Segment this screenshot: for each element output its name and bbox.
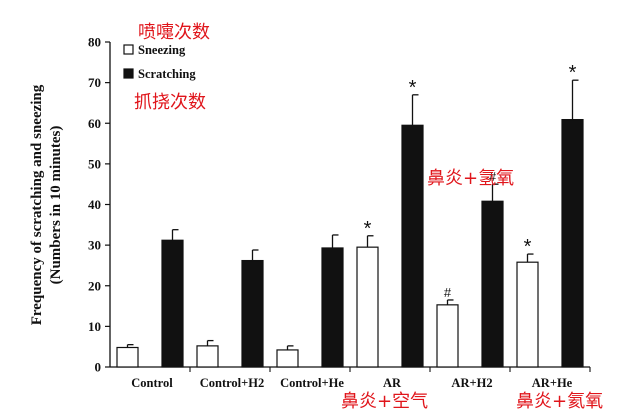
bar-scratching (241, 259, 264, 368)
bar-sneezing (516, 261, 539, 368)
bar-sneezing (116, 346, 139, 368)
y-tick-label-20: 20 (88, 278, 101, 293)
y-tick-label-0: 0 (95, 360, 102, 375)
y-tick-label-40: 40 (88, 197, 101, 212)
annotation-ar-cn: 鼻炎+空气 (341, 391, 428, 412)
x-category-label: AR (383, 376, 402, 390)
bar-sneezing (276, 349, 299, 368)
y-tick-label-50: 50 (88, 156, 101, 171)
significance-star: * (569, 62, 577, 84)
annotation-ar-h2-cn: 鼻炎+氢氧 (427, 168, 514, 189)
bar-scratching (401, 124, 424, 368)
y-tick-label-60: 60 (88, 116, 101, 131)
x-axis-category-labels: Control Control+H2 Control+He AR AR+H2 AR+He (131, 367, 591, 390)
bars: * * # # * * (116, 62, 584, 368)
y-tick-label-70: 70 (88, 75, 101, 90)
bar-sneezing (196, 345, 219, 368)
bar-scratching (561, 118, 584, 368)
annotation-sneezing-cn: 喷嚏次数 (138, 22, 210, 43)
bar-scratching (321, 247, 344, 368)
y-tick-label-30: 30 (88, 238, 101, 253)
x-category-label: AR+H2 (451, 376, 492, 390)
bar-scratching (161, 239, 184, 368)
legend-label-sneezing: Sneezing (138, 43, 186, 57)
significance-star: * (409, 77, 417, 99)
y-axis-ticks: 0 10 20 30 40 50 60 70 80 (88, 35, 110, 375)
legend-label-scratching: Scratching (138, 67, 196, 81)
x-category-label: Control (131, 376, 173, 390)
x-category-label: Control+He (280, 376, 344, 390)
significance-hash: # (444, 285, 452, 300)
y-tick-label-80: 80 (88, 35, 101, 50)
y-tick-label-10: 10 (88, 319, 101, 334)
legend-swatch-sneezing (123, 44, 134, 55)
y-axis-label-line2: (Numbers in 10 minutes) (48, 126, 64, 285)
significance-star: * (364, 218, 372, 240)
y-axis-title: Frequency of scratching and sneezing (Nu… (29, 84, 64, 325)
legend: Sneezing Scratching (123, 43, 196, 81)
significance-star: * (524, 236, 532, 258)
x-category-label: AR+He (532, 376, 573, 390)
legend-swatch-scratching (123, 68, 134, 79)
y-axis-label-line1: Frequency of scratching and sneezing (29, 84, 45, 325)
bar-sneezing (356, 246, 379, 368)
annotation-ar-he-cn: 鼻炎+氦氧 (516, 391, 603, 412)
significance-hash: # (489, 169, 497, 184)
annotation-scratching-cn: 抓挠次数 (134, 92, 206, 113)
bar-sneezing (436, 304, 459, 368)
bar-scratching (481, 200, 504, 368)
x-category-label: Control+H2 (200, 376, 265, 390)
